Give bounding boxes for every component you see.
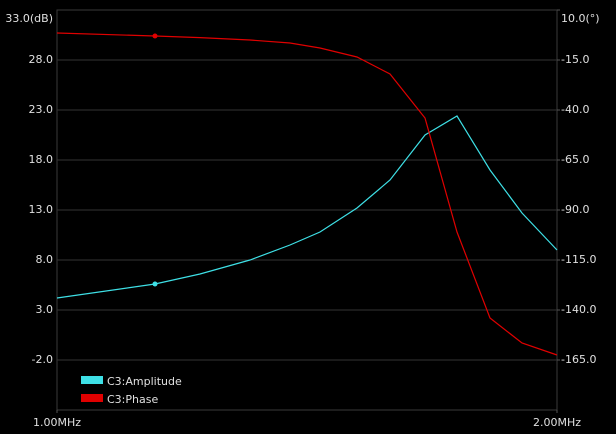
- y-tick-label: -2.0: [32, 353, 53, 366]
- y-tick-label: 23.0: [29, 103, 54, 116]
- y2-tick-label: -90.0: [561, 203, 589, 216]
- x-tick-label: 1.00MHz: [33, 416, 81, 429]
- series-line: [56, 32, 558, 356]
- y-tick-label: 18.0: [29, 153, 54, 166]
- legend-label: C3:Phase: [107, 393, 158, 406]
- legend-swatch: [81, 376, 103, 384]
- x-tick-label: 2.00MHz: [533, 416, 581, 429]
- y-tick-label: 8.0: [36, 253, 54, 266]
- y-tick-label: 28.0: [29, 53, 54, 66]
- y2-tick-label: 10.0(°): [561, 12, 600, 25]
- y2-tick-label: -15.0: [561, 53, 589, 66]
- cursor-marker: [152, 281, 158, 287]
- legend-label: C3:Amplitude: [107, 375, 182, 388]
- legend-swatch: [81, 394, 103, 402]
- cursor-marker: [152, 33, 158, 39]
- y2-tick-label: -40.0: [561, 103, 589, 116]
- y2-tick-label: -165.0: [561, 353, 596, 366]
- y2-tick-label: -65.0: [561, 153, 589, 166]
- y2-tick-label: -115.0: [561, 253, 596, 266]
- y-tick-label: 3.0: [36, 303, 54, 316]
- y-tick-label: 33.0(dB): [5, 12, 53, 25]
- series-line: [56, 115, 558, 299]
- y-tick-label: 13.0: [29, 203, 54, 216]
- y2-tick-label: -140.0: [561, 303, 596, 316]
